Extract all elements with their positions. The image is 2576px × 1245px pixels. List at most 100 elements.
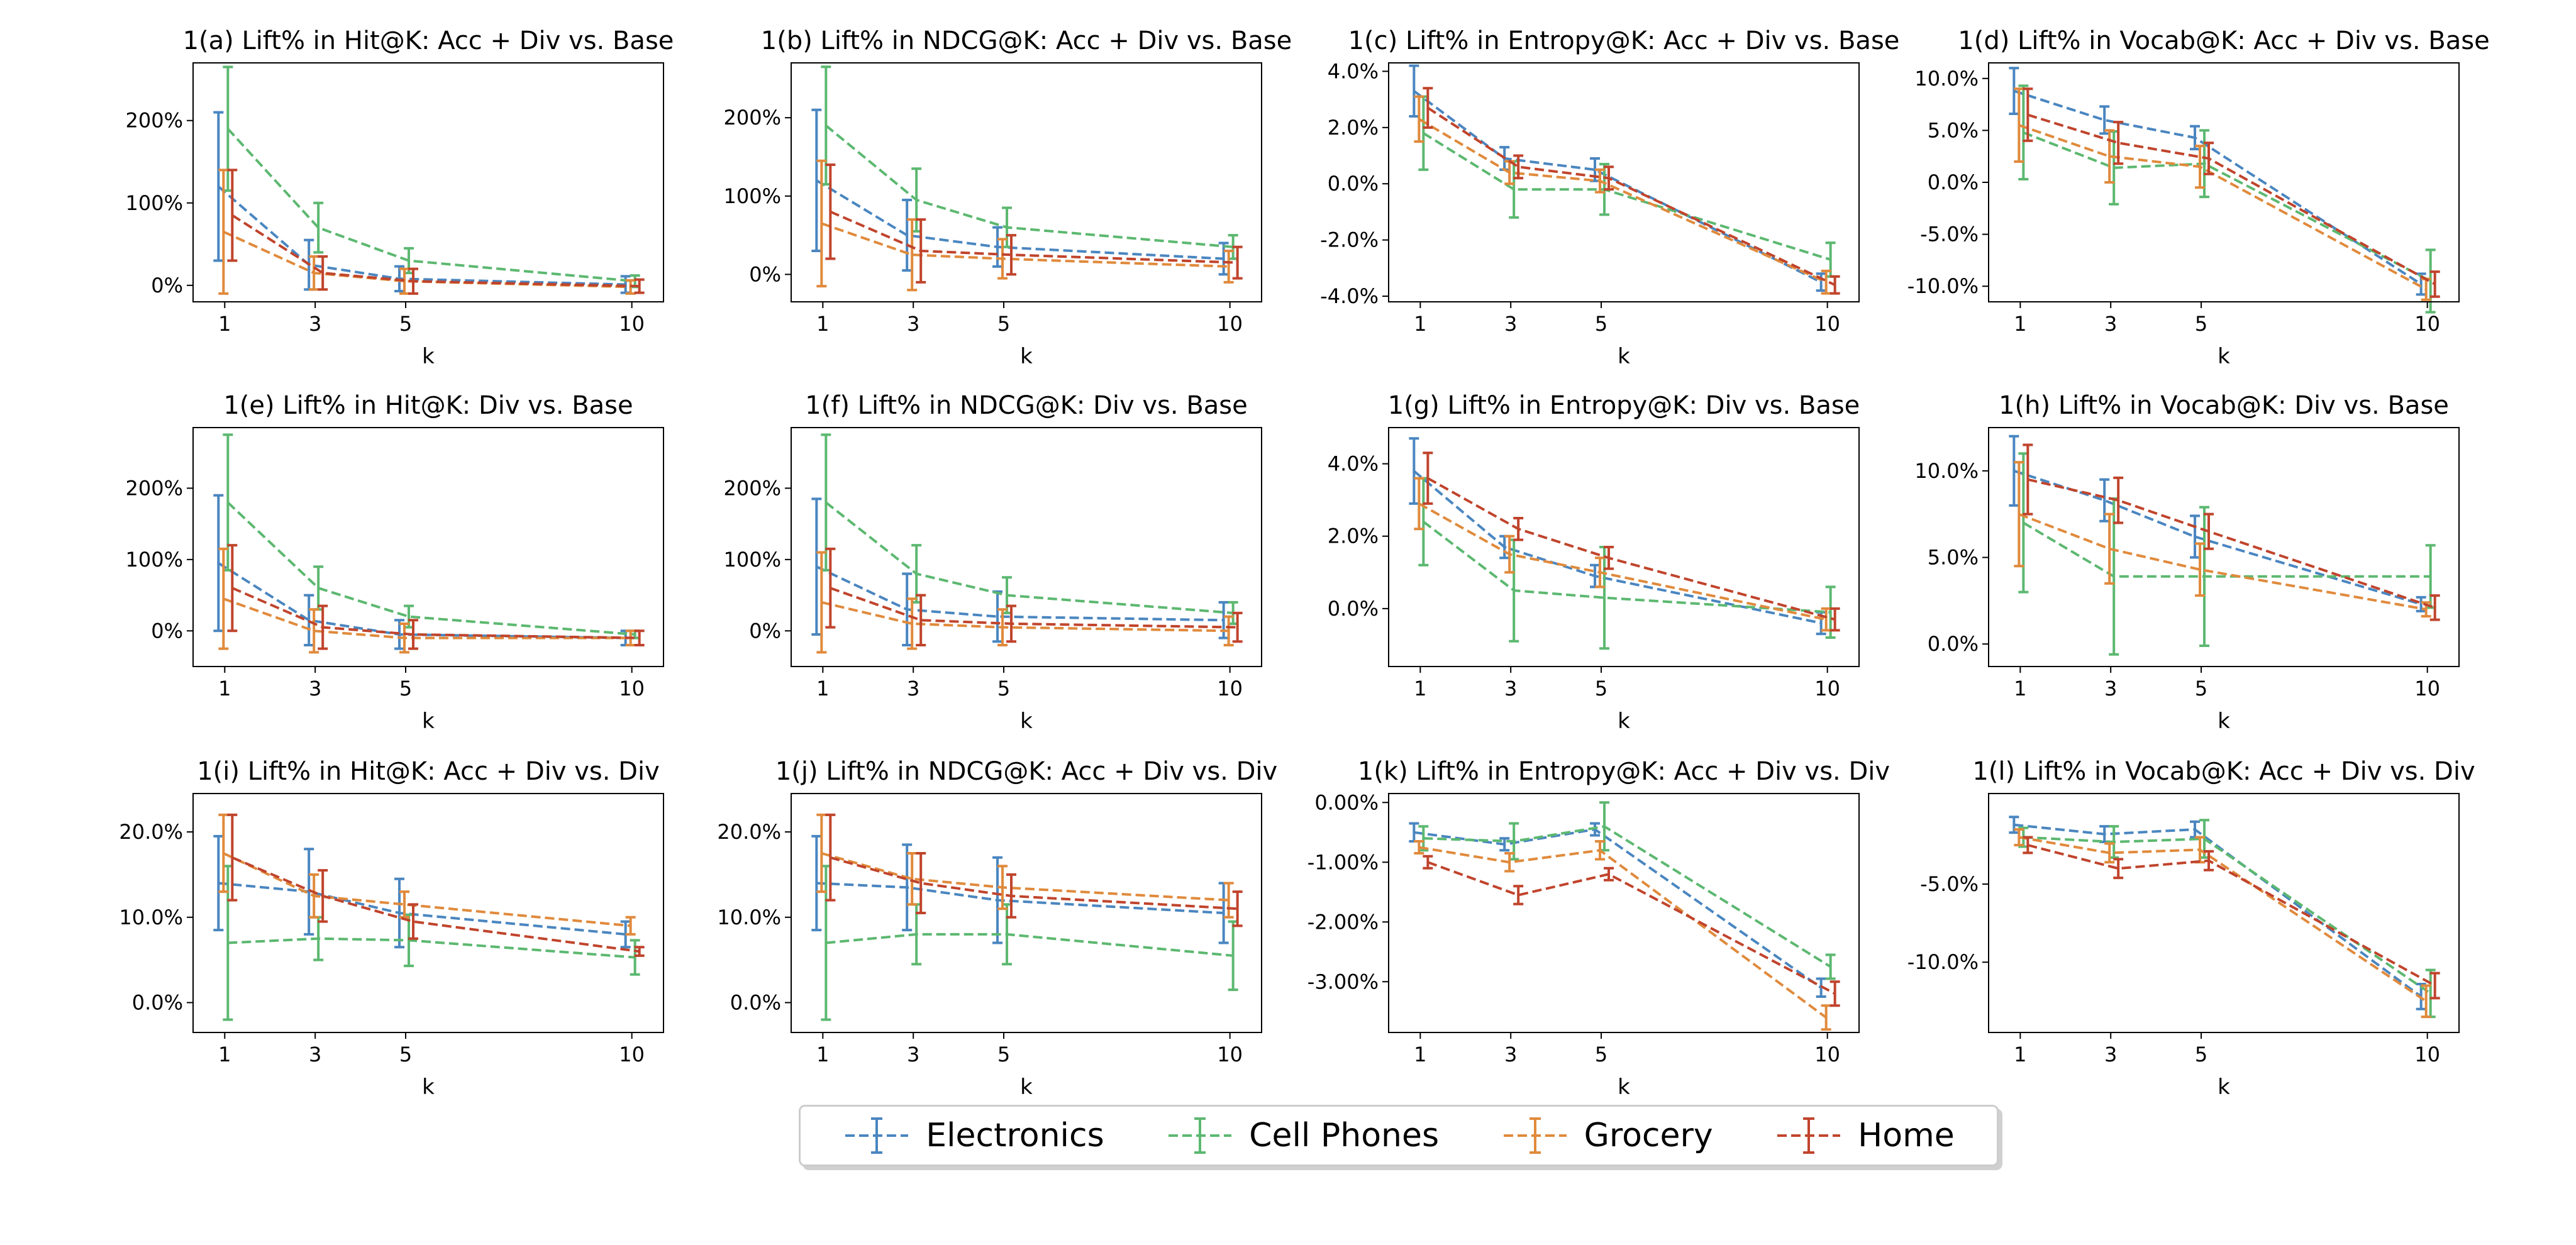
x-tick-label: 10 xyxy=(1217,1043,1243,1066)
series-electronics xyxy=(1409,64,1826,292)
x-tick-label: 10 xyxy=(2414,312,2440,336)
panel-title: 1(f) Lift% in NDCG@K: Div vs. Base xyxy=(805,391,1248,420)
series-line xyxy=(2014,823,2422,998)
x-tick-label: 10 xyxy=(619,677,645,700)
series-cell-phones xyxy=(1418,477,1836,650)
y-tick-label: 0.0% xyxy=(1328,172,1379,196)
series-grocery xyxy=(2014,828,2431,1019)
series-cell-phones xyxy=(223,65,640,289)
y-tick-label: 5.0% xyxy=(1928,118,1979,142)
series-grocery xyxy=(218,813,636,936)
y-tick-label: 10.0% xyxy=(119,905,183,929)
series-cell-phones xyxy=(1418,801,1836,980)
legend-item-electronics: Electronics xyxy=(843,1114,1104,1158)
series-grocery xyxy=(2014,461,2431,618)
y-tick-label: 200% xyxy=(724,476,781,500)
y-tick-label: -10.0% xyxy=(1907,274,1979,298)
series-line xyxy=(1427,106,1836,287)
series-line xyxy=(2027,113,2436,285)
series-line xyxy=(830,856,1238,910)
panel-j: 1(j) Lift% in NDCG@K: Acc + Div vs. Div 0… xyxy=(717,757,1277,1100)
series-line xyxy=(2023,521,2431,578)
series-line xyxy=(816,882,1224,914)
x-tick-label: 3 xyxy=(309,677,321,700)
y-tick-label: 100% xyxy=(724,184,781,208)
x-tick-label: 3 xyxy=(2104,1043,2117,1066)
x-tick-label: 10 xyxy=(1217,312,1243,336)
legend-swatch-electronics xyxy=(845,1117,909,1154)
series-grocery xyxy=(816,551,1234,654)
y-tick-label: 100% xyxy=(126,548,183,572)
panel-frame xyxy=(1388,427,1860,667)
series-home xyxy=(227,544,645,650)
panel-title: 1(c) Lift% in Entropy@K: Acc + Div vs. B… xyxy=(1348,26,1900,55)
y-tick-label: -10.0% xyxy=(1907,950,1979,974)
series-grocery xyxy=(816,159,1234,292)
panel-h: 1(h) Lift% in Vocab@K: Div vs. Base 0.0% 5… xyxy=(1914,391,2460,734)
panel-i: 1(i) Lift% in Hit@K: Acc + Div vs. Div 0.… xyxy=(119,757,664,1100)
series-line xyxy=(1418,846,1827,1019)
series-line xyxy=(231,214,640,288)
x-tick-label: 10 xyxy=(1217,677,1243,700)
series-line xyxy=(821,852,1229,902)
panel-title: 1(d) Lift% in Vocab@K: Acc + Div vs. Bas… xyxy=(1958,26,2489,55)
series-line xyxy=(218,882,626,936)
y-tick-label: 4.0% xyxy=(1328,452,1379,476)
x-tick-label: 3 xyxy=(1504,312,1517,336)
y-tick-label: 2.0% xyxy=(1328,116,1379,140)
x-tick-label: 5 xyxy=(1595,677,1607,700)
legend-swatch-cell-phones xyxy=(1169,1117,1232,1154)
series-line xyxy=(1423,132,1831,261)
panel-g: 1(g) Lift% in Entropy@K: Div vs. Base 0.0… xyxy=(1328,391,1860,734)
y-tick-label: 100% xyxy=(724,548,781,572)
legend-item-grocery: Grocery xyxy=(1501,1114,1713,1158)
series-electronics xyxy=(2009,67,2426,296)
x-tick-label: 10 xyxy=(2414,1043,2440,1066)
y-tick-label: 0.0% xyxy=(730,991,781,1015)
panel-title: 1(j) Lift% in NDCG@K: Acc + Div vs. Div xyxy=(775,757,1277,786)
y-tick-label: -5.0% xyxy=(1920,872,1979,896)
panel-frame xyxy=(1388,62,1860,302)
y-tick-label: 20.0% xyxy=(717,820,781,844)
y-tick-label: -4.0% xyxy=(1320,284,1379,308)
series-grocery xyxy=(1414,840,1831,1031)
x-tick-label: 1 xyxy=(218,312,231,336)
panel-frame xyxy=(791,62,1262,302)
panel-k: 1(k) Lift% in Entropy@K: Acc + Div vs. D… xyxy=(1307,757,1890,1100)
series-electronics xyxy=(811,497,1229,646)
x-tick-label: 10 xyxy=(619,312,645,336)
series-home xyxy=(825,163,1243,284)
x-tick-label: 5 xyxy=(2195,312,2207,336)
panel-frame xyxy=(192,793,664,1033)
legend-label-grocery: Grocery xyxy=(1584,1117,1713,1154)
x-tick-label: 3 xyxy=(2104,312,2117,336)
series-line xyxy=(830,210,1238,264)
series-electronics xyxy=(811,108,1229,276)
legend-swatch-home xyxy=(1777,1117,1841,1154)
y-tick-label: 200% xyxy=(126,109,183,133)
x-axis-label: k xyxy=(1020,709,1033,734)
x-tick-label: 1 xyxy=(816,677,829,700)
series-electronics xyxy=(213,834,631,949)
x-tick-label: 1 xyxy=(2014,1043,2026,1066)
series-cell-phones xyxy=(2018,819,2436,1019)
panel-frame xyxy=(192,62,664,302)
series-line xyxy=(2018,836,2427,1002)
y-tick-label: 20.0% xyxy=(119,820,183,844)
series-line xyxy=(1418,502,1827,621)
series-line xyxy=(228,937,635,959)
panel-frame xyxy=(791,793,1262,1033)
series-electronics xyxy=(1409,437,1826,636)
series-line xyxy=(2027,844,2436,987)
x-axis-label: k xyxy=(1618,709,1630,734)
series-line xyxy=(830,587,1238,629)
panel-frame xyxy=(192,427,664,667)
x-tick-label: 1 xyxy=(2014,312,2026,336)
x-tick-label: 3 xyxy=(309,1043,321,1066)
series-line xyxy=(825,501,1233,614)
series-line xyxy=(1427,861,1836,995)
panel-frame xyxy=(1988,793,2460,1033)
panel-e: 1(e) Lift% in Hit@K: Div vs. Base 0% 100% 2… xyxy=(126,391,664,734)
series-home xyxy=(1423,855,1840,1007)
panel-title: 1(b) Lift% in NDCG@K: Acc + Div vs. Base xyxy=(761,26,1292,55)
